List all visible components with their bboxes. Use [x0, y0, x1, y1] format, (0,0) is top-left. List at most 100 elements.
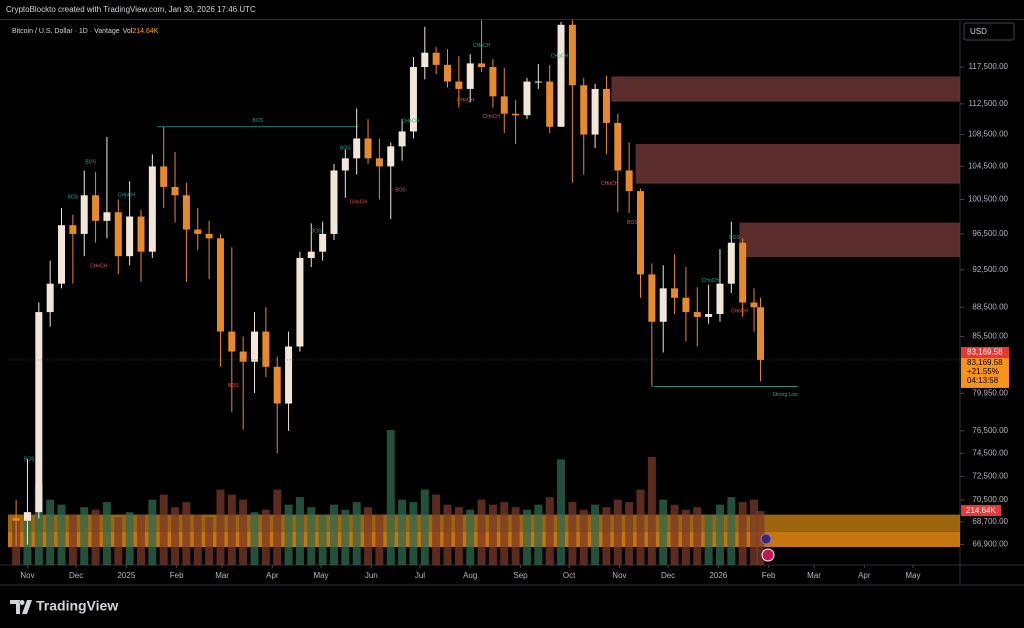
volume-bar [466, 509, 475, 565]
y-tick-label: 68,700.00 [972, 517, 1008, 526]
candle-body [637, 191, 645, 275]
y-tick-label: 79,950.00 [972, 389, 1008, 398]
plot: BOS Strong Low CHoCH CHoCH CHoCH CHoCH CHoCH CH… [8, 20, 960, 565]
x-tick-label: Dec [661, 571, 675, 580]
candle-body [228, 331, 236, 352]
candle-body [466, 63, 474, 89]
candle-body [387, 146, 395, 167]
volume-value-box [961, 505, 1001, 517]
candle-body [757, 307, 765, 360]
icon[interactable] [761, 548, 775, 562]
volume-bar [750, 499, 759, 565]
volume-bar [681, 509, 690, 565]
volume-bar [239, 499, 248, 565]
x-tick-label: Aug [463, 571, 477, 580]
y-tick-label: 85,500.00 [972, 332, 1008, 341]
x-tick-label: Mar [215, 571, 229, 580]
volume-bar [261, 509, 270, 565]
volume-bar [250, 512, 259, 565]
volume-bar [329, 504, 338, 565]
candle-body [659, 288, 667, 322]
candle-body [648, 274, 656, 322]
candle-body [546, 81, 554, 127]
volume-bar [409, 502, 418, 565]
volume-label: Vol [123, 28, 133, 35]
volume-bar [216, 489, 225, 565]
volume-bar [756, 511, 765, 565]
candle-body [682, 297, 690, 313]
volume-bar [80, 507, 89, 565]
structure-annotation: BOS [24, 456, 35, 462]
icon[interactable] [760, 533, 772, 545]
volume-bar [454, 507, 463, 565]
y-tick-label: 76,500.00 [972, 426, 1008, 435]
x-tick-label: Jun [365, 571, 378, 580]
candle-body [444, 64, 452, 82]
candle-body [137, 216, 145, 252]
volume-bar [477, 499, 486, 565]
candle-body [92, 195, 100, 221]
volume-bar [557, 459, 566, 565]
x-tick-label: Jul [415, 571, 425, 580]
volume-bar [364, 507, 373, 565]
volume-bar [715, 504, 724, 565]
candle-body [171, 186, 179, 196]
volume-bar [545, 497, 554, 565]
volume-bar [602, 507, 611, 565]
x-tick-label: 2026 [709, 571, 727, 580]
candle-body [568, 24, 576, 86]
candle-body [205, 233, 213, 239]
volume-bar [136, 514, 145, 565]
candle-body [23, 512, 31, 521]
candle-body [35, 312, 43, 513]
volume-bar [398, 499, 407, 565]
y-tick-label: 104,500.00 [968, 162, 1009, 171]
separator [0, 19, 1024, 20]
volume-bar [375, 514, 384, 565]
volume-bar [443, 504, 452, 565]
volume-bar [205, 517, 214, 565]
logo: TradingView [10, 598, 118, 614]
volume-bar [386, 430, 395, 565]
candle-body [625, 170, 633, 192]
volume-bar [159, 494, 168, 565]
candle-body [432, 52, 440, 65]
volume-bar [46, 499, 55, 565]
candle-body [114, 212, 122, 257]
candle-body [296, 257, 304, 347]
y-tick-label: 112,500.00 [969, 99, 1009, 108]
volume-bar [352, 502, 361, 565]
structure-annotation: CHoCH [473, 43, 491, 49]
structure-annotation: CHoCH [483, 114, 501, 120]
volume-bar [613, 499, 622, 565]
candle-body [750, 302, 758, 308]
candle-body [182, 195, 190, 230]
axes: 117,500.00 112,500.00 108,500.00 104,500.00… [20, 62, 1009, 580]
y-tick-label: 66,900.00 [972, 540, 1008, 549]
candle-body [148, 166, 156, 252]
candle-body [353, 138, 361, 159]
y-tick-label: 70,500.00 [972, 495, 1008, 504]
candle-body [716, 283, 724, 315]
candle-body [194, 229, 202, 234]
x-tick-label: May [905, 571, 920, 580]
volume-bar [591, 504, 600, 565]
volume-bar [579, 509, 588, 565]
candle-body [455, 81, 463, 89]
credit: CryptoBlockto created with TradingView.c… [6, 5, 256, 14]
candle-body [46, 283, 54, 313]
volume-bar [182, 502, 191, 565]
candle-body [489, 67, 497, 97]
volume-bar [125, 512, 134, 565]
y-tick-label: 88,500.00 [972, 302, 1008, 311]
price-info-price: 83,169.58 [967, 358, 1003, 367]
structure-annotation: BOS [85, 160, 96, 166]
zone [739, 222, 960, 258]
x-tick-label: 2025 [117, 571, 135, 580]
candle-body [364, 138, 372, 159]
candle-body [273, 366, 281, 404]
volume-bar [34, 484, 43, 565]
structure-annotation: BOS [627, 220, 638, 226]
currency-box[interactable] [963, 22, 1015, 41]
candle-body [693, 312, 701, 317]
